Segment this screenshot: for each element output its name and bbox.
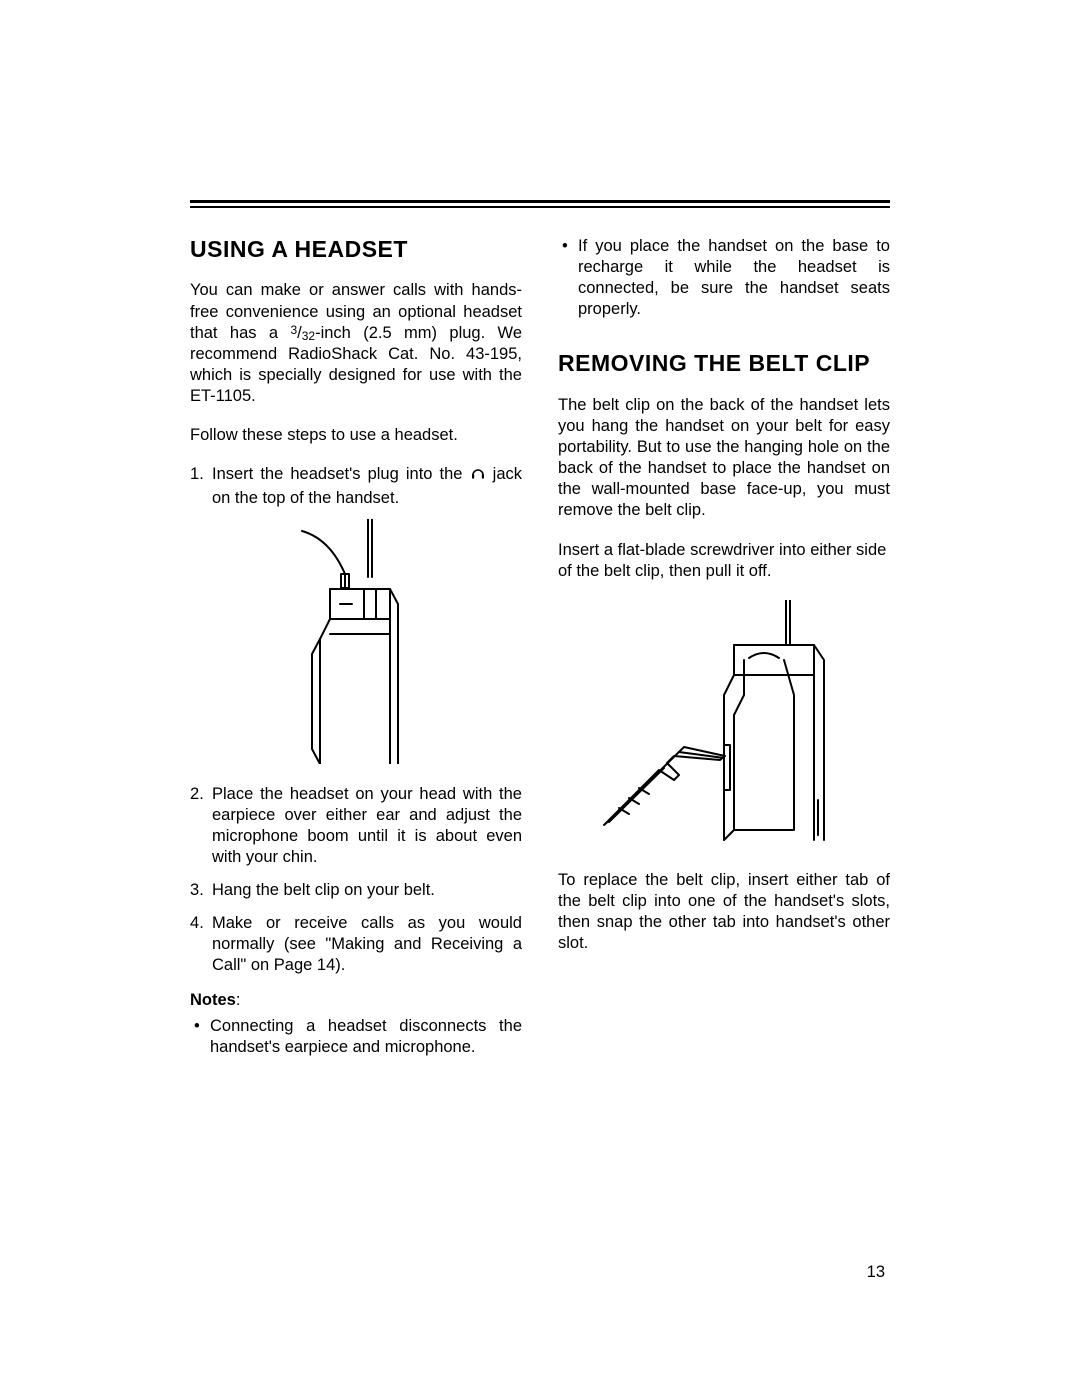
handset-top-illustration (290, 519, 445, 764)
top-rule (190, 200, 890, 208)
note-1: Connecting a headset disconnects the han… (190, 1016, 522, 1058)
notes-label: Notes (190, 991, 236, 1009)
step-1a: Insert the headset's plug into the (212, 465, 470, 483)
steps-list: Insert the headset's plug into the jack … (190, 464, 522, 976)
belt-p2: Insert a flat-blade screwdriver into eit… (558, 540, 890, 582)
note-2: If you place the handset on the base to … (558, 236, 890, 320)
belt-p3: To replace the belt clip, insert either … (558, 870, 890, 954)
heading-using-headset: USING A HEADSET (190, 236, 522, 262)
belt-clip-illustration (584, 600, 864, 850)
heading-removing-belt-clip: REMOVING THE BELT CLIP (558, 350, 890, 376)
headset-jack-icon (470, 466, 486, 487)
notes-list: Connecting a headset disconnects the han… (190, 1016, 522, 1058)
notes-colon: : (236, 991, 241, 1009)
notes-heading: Notes: (190, 991, 522, 1010)
figure-belt-clip-remove (558, 600, 890, 850)
page-number: 13 (867, 1263, 885, 1282)
step-1: Insert the headset's plug into the jack … (190, 464, 522, 763)
content-columns: USING A HEADSET You can make or answer c… (190, 236, 890, 1070)
figure-headset-plug (212, 519, 522, 764)
step-2: Place the headset on your head with the … (190, 784, 522, 868)
intro-paragraph: You can make or answer calls with hands-… (190, 280, 522, 407)
belt-p1: The belt clip on the back of the handset… (558, 395, 890, 522)
frac-den: 32 (302, 329, 315, 343)
page: USING A HEADSET You can make or answer c… (0, 0, 1080, 1397)
step-4: Make or receive calls as you would norma… (190, 913, 522, 976)
right-column: If you place the handset on the base to … (558, 236, 890, 1070)
lead-paragraph: Follow these steps to use a headset. (190, 425, 522, 446)
notes-list-continued: If you place the handset on the base to … (558, 236, 890, 320)
left-column: USING A HEADSET You can make or answer c… (190, 236, 522, 1070)
step-3: Hang the belt clip on your belt. (190, 880, 522, 901)
